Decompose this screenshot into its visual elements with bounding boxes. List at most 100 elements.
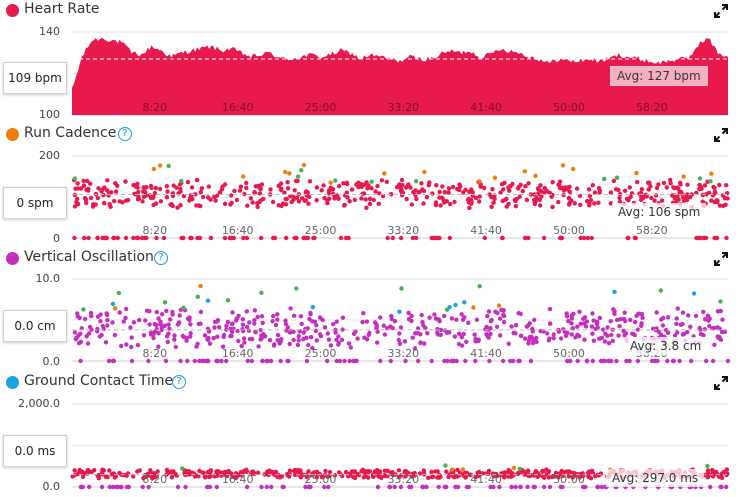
data-point [418,332,423,337]
data-point [229,200,234,205]
data-point [199,186,205,191]
zero-point [326,484,331,490]
help-icon[interactable]: ? [172,375,186,389]
data-point [287,341,292,347]
data-point [135,185,140,190]
data-point [344,190,350,195]
data-point [616,187,621,193]
data-point [374,322,379,327]
data-point [87,324,93,330]
data-point [388,324,393,329]
y-tick-label: 100 [39,108,60,121]
data-point [571,311,576,316]
data-point [112,475,118,480]
data-point [361,311,366,316]
data-point [306,201,311,206]
zero-point [385,235,390,241]
data-point [234,197,240,203]
data-point [240,322,246,327]
zero-point [398,484,404,490]
x-tick-label: 33:20 [387,473,419,486]
zero-point [272,235,278,241]
data-point [336,196,341,201]
data-point [438,332,443,338]
data-point [244,185,249,191]
data-point [326,337,332,342]
data-point [694,190,699,196]
data-point [597,315,603,321]
zero-point [183,484,188,490]
zero-point [432,235,437,241]
data-point [131,320,137,325]
data-point [501,187,506,192]
zero-point [390,235,395,241]
data-point [531,337,536,342]
zero-point [72,235,77,241]
data-point [236,338,241,344]
data-point [639,312,645,317]
data-point [452,199,457,205]
data-point [548,321,553,326]
expand-icon[interactable] [714,4,728,18]
zero-point [244,484,250,490]
zero-point [100,235,105,241]
data-point [649,195,654,201]
data-point [244,180,249,186]
zero-point [294,235,299,241]
data-point [506,185,511,190]
data-point [123,198,129,203]
expand-icon[interactable] [714,252,728,266]
data-point [501,319,507,325]
data-point [654,310,659,315]
data-point [486,468,492,474]
data-point [233,318,239,323]
data-point [542,185,547,191]
data-point [105,323,110,328]
zero-point [378,358,383,364]
help-icon[interactable]: ? [154,251,168,265]
x-tick-label: 25:00 [305,101,337,114]
data-point [452,334,458,339]
data-point [151,335,156,341]
data-point [168,317,173,322]
zero-point [689,358,694,364]
data-point [346,341,352,346]
zero-point [541,484,547,490]
vertical-oscillation-chart[interactable]: 10.05.00.08:2016:4025:0033:2041:4050:005… [0,268,736,370]
data-point [84,334,89,339]
outlier-point [422,169,427,175]
current-value-box: 109 bpm [3,62,67,94]
data-point [260,320,265,326]
data-point [283,318,288,323]
expand-icon[interactable] [714,376,728,390]
expand-icon[interactable] [714,128,728,142]
data-point [707,316,712,321]
data-point [105,188,110,193]
data-point [336,470,342,475]
zero-point [268,358,274,364]
data-point [715,334,720,339]
data-point [341,181,346,186]
data-point [86,468,91,473]
data-point [299,321,304,327]
data-point [572,201,577,206]
data-point [423,325,428,331]
y-tick-label: 0 [53,232,60,245]
data-point [322,325,328,330]
data-point [85,188,91,193]
data-point [411,189,416,195]
y-tick-label: 0.0 [43,355,61,368]
data-point [709,198,714,203]
data-point [203,475,208,480]
data-point [693,313,699,319]
help-icon[interactable]: ? [118,127,132,141]
data-point [88,310,94,316]
data-point [550,204,555,210]
data-point [456,341,462,347]
zero-point [347,358,352,364]
zero-point [269,484,274,490]
run-cadence-chart[interactable]: 20010008:2016:4025:0033:2041:4050:0058:2… [0,144,736,246]
data-point [148,183,154,189]
zero-point [725,358,731,364]
data-point [617,195,622,201]
